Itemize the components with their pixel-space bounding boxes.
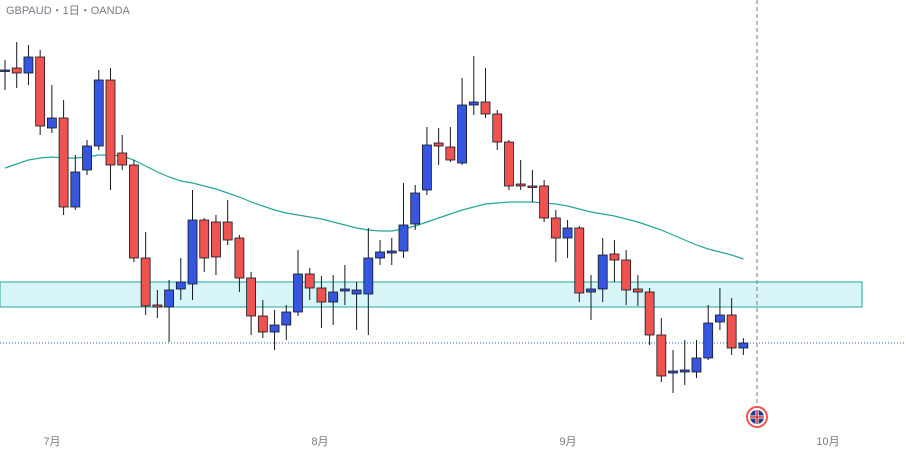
- candle-body: [656, 334, 667, 377]
- candle-body: [632, 288, 643, 293]
- candle-body: [351, 289, 362, 295]
- candle-body: [422, 144, 432, 191]
- candle-body: [328, 291, 339, 303]
- candle-body: [621, 259, 632, 291]
- moving-average: [4, 154, 744, 260]
- candle-body: [23, 56, 34, 74]
- candle-body: [316, 287, 327, 303]
- candle-body: [129, 164, 139, 259]
- candle-body: [375, 251, 385, 259]
- candle-body: [304, 273, 315, 289]
- candle-body: [504, 141, 514, 187]
- candle-body: [70, 171, 81, 208]
- candle-body: [597, 254, 608, 290]
- x-tick-label: 10月: [816, 436, 839, 448]
- zone: [0, 281, 863, 308]
- candle-body: [668, 370, 678, 374]
- candle-body: [550, 217, 561, 239]
- candle-body: [257, 315, 268, 333]
- candle-body: [293, 273, 303, 313]
- candle-body: [175, 281, 186, 290]
- candle-body: [644, 291, 655, 336]
- candle-body: [234, 237, 245, 279]
- candle-body: [679, 369, 690, 373]
- candle-body: [492, 113, 503, 143]
- candle-body: [691, 357, 702, 373]
- candle-body: [398, 224, 409, 252]
- candle-body: [386, 250, 397, 254]
- candle-body: [457, 104, 467, 164]
- candle-body: [58, 117, 69, 208]
- candle-body: [574, 227, 585, 294]
- candle-body: [140, 257, 151, 307]
- candle-body: [164, 289, 174, 308]
- candle-body: [222, 221, 233, 241]
- candle-body: [269, 324, 280, 333]
- candle-body: [11, 67, 22, 74]
- candle-body: [515, 183, 526, 187]
- candle-body: [738, 342, 749, 349]
- candle-body: [105, 79, 116, 166]
- candle-body: [82, 145, 92, 171]
- candle-body: [539, 185, 550, 219]
- x-tick-label: 9月: [559, 436, 576, 448]
- candle-body: [715, 314, 725, 323]
- candle-body: [246, 277, 257, 317]
- candle-body: [410, 192, 421, 225]
- flag-icon: [746, 406, 768, 428]
- candle-body: [152, 304, 163, 308]
- candle-body: [433, 142, 444, 147]
- candle-body: [117, 152, 128, 166]
- candle-body: [562, 227, 573, 239]
- candle-body: [187, 219, 198, 285]
- candle-body: [609, 253, 620, 261]
- candle-body: [527, 185, 538, 188]
- candle-body: [445, 146, 456, 161]
- candle-body: [703, 322, 714, 359]
- candle-body: [211, 221, 221, 258]
- candle-body: [35, 56, 46, 127]
- candle-body: [0, 69, 10, 72]
- chart-title: GBPAUD・1日・OANDA: [6, 5, 131, 17]
- candle-body: [480, 101, 491, 115]
- candle-body: [281, 311, 292, 326]
- candle-body: [339, 288, 350, 292]
- candle-body: [46, 117, 57, 129]
- candle-body: [726, 314, 737, 349]
- candle-body: [199, 219, 210, 259]
- candle-body: [468, 101, 479, 106]
- x-tick-label: 8月: [311, 436, 328, 448]
- candle-body: [586, 288, 596, 293]
- x-tick-label: 7月: [43, 436, 60, 448]
- candle-body: [363, 257, 374, 295]
- candle-body: [93, 79, 104, 147]
